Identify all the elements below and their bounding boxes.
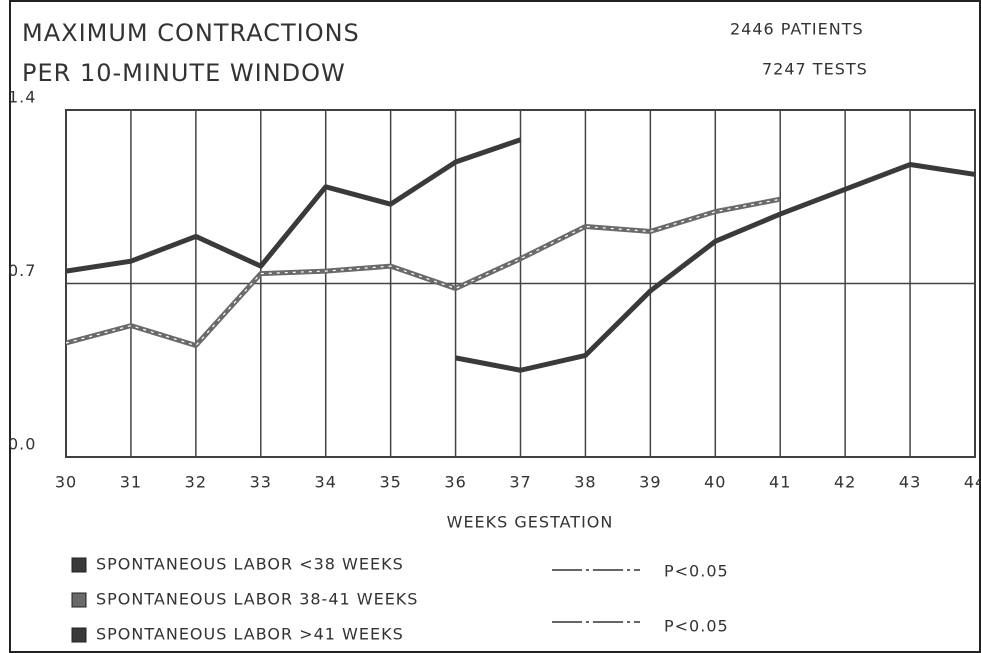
- significance-label: P<0.05: [664, 617, 729, 636]
- y-tick-label: 0.7: [8, 261, 36, 280]
- x-tick-label: 31: [120, 473, 142, 492]
- x-tick-label: 44: [964, 473, 981, 492]
- x-axis-label: WEEKS GESTATION: [447, 513, 614, 532]
- frame: [9, 0, 981, 653]
- y-tick-label: 0.0: [8, 435, 36, 454]
- x-tick-label: 30: [55, 473, 77, 492]
- x-tick-label: 41: [769, 473, 791, 492]
- legend-label: SPONTANEOUS LABOR 38-41 WEEKS: [96, 590, 418, 609]
- x-tick-label: 36: [444, 473, 466, 492]
- legend-swatch: [71, 557, 87, 573]
- series-line: [65, 137, 522, 274]
- x-tick-label: 39: [639, 473, 661, 492]
- chart-title: PER 10-MINUTE WINDOW: [22, 59, 346, 87]
- x-tick-label: 34: [315, 473, 337, 492]
- y-tick-label: 1.4: [8, 88, 36, 107]
- series-line: [65, 196, 781, 348]
- series-line: [455, 162, 976, 373]
- x-tick-label: 35: [379, 473, 401, 492]
- annotation: 2446 PATIENTS: [730, 20, 864, 39]
- legend-label: SPONTANEOUS LABOR >41 WEEKS: [96, 625, 404, 644]
- chart-title: MAXIMUM CONTRACTIONS: [22, 19, 360, 47]
- legend-swatch: [71, 627, 87, 643]
- x-tick-label: 33: [250, 473, 272, 492]
- x-tick-label: 40: [704, 473, 726, 492]
- annotation: 7247 TESTS: [762, 60, 868, 79]
- x-tick-label: 37: [509, 473, 531, 492]
- x-tick-label: 32: [185, 473, 207, 492]
- legend-label: SPONTANEOUS LABOR <38 WEEKS: [96, 555, 404, 574]
- legend-swatch: [71, 592, 87, 608]
- x-tick-label: 42: [834, 473, 856, 492]
- x-tick-label: 38: [574, 473, 596, 492]
- significance-label: P<0.05: [664, 562, 729, 581]
- x-tick-label: 43: [899, 473, 921, 492]
